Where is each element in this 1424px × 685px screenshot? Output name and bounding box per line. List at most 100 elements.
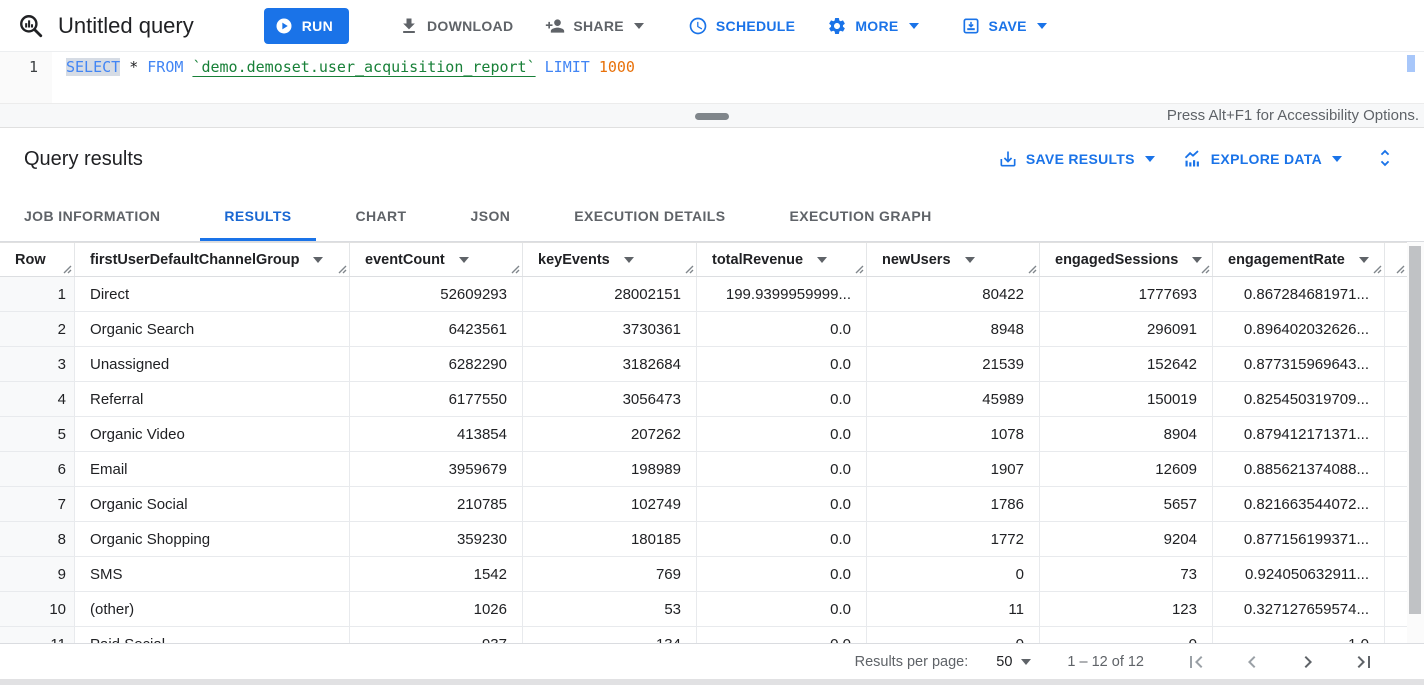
sort-caret-icon[interactable] <box>1192 256 1203 263</box>
sort-caret-icon[interactable] <box>313 256 324 263</box>
table-cell-engagementrate[interactable]: 0.879412171371... <box>1213 417 1385 451</box>
table-cell-firstuserdefaultchannelgroup[interactable]: SMS <box>75 557 350 591</box>
more-button[interactable]: MORE <box>827 16 919 36</box>
download-button[interactable]: DOWNLOAD <box>399 16 513 36</box>
table-cell-firstuserdefaultchannelgroup[interactable]: Unassigned <box>75 347 350 381</box>
tab-execution-graph[interactable]: EXECUTION GRAPH <box>765 190 955 241</box>
table-cell-totalrevenue[interactable]: 0.0 <box>697 347 867 381</box>
last-page-button[interactable] <box>1352 650 1376 674</box>
column-header-row[interactable]: Row <box>0 243 75 276</box>
table-cell-totalrevenue[interactable]: 199.9399959999... <box>697 277 867 311</box>
tab-job-information[interactable]: JOB INFORMATION <box>0 190 184 241</box>
table-cell-keyevents[interactable]: 102749 <box>523 487 697 521</box>
table-cell-engagementrate[interactable]: 0.821663544072... <box>1213 487 1385 521</box>
table-cell-engagedsessions[interactable]: 8904 <box>1040 417 1213 451</box>
table-cell-eventcount[interactable]: 210785 <box>350 487 523 521</box>
table-cell-firstuserdefaultchannelgroup[interactable]: Organic Social <box>75 487 350 521</box>
table-cell-engagementrate[interactable]: 0.327127659574... <box>1213 592 1385 626</box>
table-cell-engagementrate[interactable]: 0.924050632911... <box>1213 557 1385 591</box>
column-resize-grip-icon[interactable] <box>338 265 347 274</box>
table-cell-keyevents[interactable]: 207262 <box>523 417 697 451</box>
row-number-cell[interactable]: 7 <box>0 487 75 521</box>
table-cell-totalrevenue[interactable]: 0.0 <box>697 592 867 626</box>
table-cell-eventcount[interactable]: 6177550 <box>350 382 523 416</box>
table-cell-engagementrate[interactable]: 1.0 <box>1213 627 1385 643</box>
sort-caret-icon[interactable] <box>623 256 634 263</box>
table-cell-totalrevenue[interactable]: 0.0 <box>697 627 867 643</box>
table-cell-totalrevenue[interactable]: 0.0 <box>697 522 867 556</box>
table-cell-totalrevenue[interactable]: 0.0 <box>697 452 867 486</box>
table-cell-firstuserdefaultchannelgroup[interactable]: Email <box>75 452 350 486</box>
column-header-keyevents[interactable]: keyEvents <box>523 243 697 276</box>
table-cell-firstuserdefaultchannelgroup[interactable]: Paid Social <box>75 627 350 643</box>
table-cell-eventcount[interactable]: 6423561 <box>350 312 523 346</box>
table-cell-newusers[interactable]: 1786 <box>867 487 1040 521</box>
row-number-cell[interactable]: 1 <box>0 277 75 311</box>
table-cell-totalrevenue[interactable]: 0.0 <box>697 417 867 451</box>
table-cell-keyevents[interactable]: 180185 <box>523 522 697 556</box>
table-cell-keyevents[interactable]: 3182684 <box>523 347 697 381</box>
table-cell-totalrevenue[interactable]: 0.0 <box>697 312 867 346</box>
table-cell-newusers[interactable]: 8948 <box>867 312 1040 346</box>
column-header-totalrevenue[interactable]: totalRevenue <box>697 243 867 276</box>
splitter-drag-handle[interactable] <box>695 113 729 120</box>
collapse-results-button[interactable] <box>1370 147 1400 172</box>
row-number-cell[interactable]: 11 <box>0 627 75 643</box>
row-number-cell[interactable]: 8 <box>0 522 75 556</box>
editor-scrollbar[interactable] <box>1407 55 1415 72</box>
table-cell-engagementrate[interactable]: 0.885621374088... <box>1213 452 1385 486</box>
table-cell-firstuserdefaultchannelgroup[interactable]: (other) <box>75 592 350 626</box>
sql-editor[interactable]: 1 SELECT * FROM `demo.demoset.user_acqui… <box>0 52 1424 103</box>
first-page-button[interactable] <box>1184 650 1208 674</box>
tab-execution-details[interactable]: EXECUTION DETAILS <box>550 190 749 241</box>
table-cell-eventcount[interactable]: 52609293 <box>350 277 523 311</box>
table-cell-firstuserdefaultchannelgroup[interactable]: Organic Video <box>75 417 350 451</box>
table-cell-newusers[interactable]: 45989 <box>867 382 1040 416</box>
table-cell-keyevents[interactable]: 53 <box>523 592 697 626</box>
table-cell-newusers[interactable]: 21539 <box>867 347 1040 381</box>
column-resize-grip-icon[interactable] <box>63 265 72 274</box>
table-cell-engagedsessions[interactable]: 150019 <box>1040 382 1213 416</box>
table-cell-engagementrate[interactable]: 0.825450319709... <box>1213 382 1385 416</box>
table-cell-newusers[interactable]: 1772 <box>867 522 1040 556</box>
run-button[interactable]: RUN <box>263 7 349 44</box>
table-cell-newusers[interactable]: 0 <box>867 627 1040 643</box>
column-resize-grip-icon[interactable] <box>511 265 520 274</box>
table-cell-engagedsessions[interactable]: 5657 <box>1040 487 1213 521</box>
row-number-cell[interactable]: 2 <box>0 312 75 346</box>
table-cell-totalrevenue[interactable]: 0.0 <box>697 557 867 591</box>
schedule-button[interactable]: SCHEDULE <box>688 16 795 36</box>
table-cell-engagedsessions[interactable]: 1777693 <box>1040 277 1213 311</box>
sort-caret-icon[interactable] <box>964 256 975 263</box>
column-resize-grip-icon[interactable] <box>1201 265 1210 274</box>
previous-page-button[interactable] <box>1240 650 1264 674</box>
table-cell-newusers[interactable]: 80422 <box>867 277 1040 311</box>
table-cell-keyevents[interactable]: 3056473 <box>523 382 697 416</box>
column-header-firstuserdefaultchannelgroup[interactable]: firstUserDefaultChannelGroup <box>75 243 350 276</box>
tab-json[interactable]: JSON <box>447 190 535 241</box>
row-number-cell[interactable]: 3 <box>0 347 75 381</box>
table-cell-eventcount[interactable]: 413854 <box>350 417 523 451</box>
horizontal-scrollbar[interactable] <box>0 679 1424 685</box>
tab-results[interactable]: RESULTS <box>200 190 316 241</box>
table-cell-engagedsessions[interactable]: 12609 <box>1040 452 1213 486</box>
table-cell-keyevents[interactable]: 198989 <box>523 452 697 486</box>
column-header-engagedsessions[interactable]: engagedSessions <box>1040 243 1213 276</box>
row-number-cell[interactable]: 4 <box>0 382 75 416</box>
tab-chart[interactable]: CHART <box>332 190 431 241</box>
table-cell-engagementrate[interactable]: 0.867284681971... <box>1213 277 1385 311</box>
table-cell-firstuserdefaultchannelgroup[interactable]: Direct <box>75 277 350 311</box>
table-cell-firstuserdefaultchannelgroup[interactable]: Referral <box>75 382 350 416</box>
table-cell-engagedsessions[interactable]: 9204 <box>1040 522 1213 556</box>
table-cell-engagedsessions[interactable]: 73 <box>1040 557 1213 591</box>
explore-data-button[interactable]: EXPLORE DATA <box>1183 149 1342 169</box>
table-cell-engagementrate[interactable]: 0.877156199371... <box>1213 522 1385 556</box>
table-cell-eventcount[interactable]: 1542 <box>350 557 523 591</box>
column-resize-grip-icon[interactable] <box>1396 265 1405 274</box>
table-cell-totalrevenue[interactable]: 0.0 <box>697 382 867 416</box>
column-resize-grip-icon[interactable] <box>1373 265 1382 274</box>
table-cell-engagedsessions[interactable]: 0 <box>1040 627 1213 643</box>
table-cell-keyevents[interactable]: 134 <box>523 627 697 643</box>
table-cell-totalrevenue[interactable]: 0.0 <box>697 487 867 521</box>
table-cell-engagementrate[interactable]: 0.896402032626... <box>1213 312 1385 346</box>
